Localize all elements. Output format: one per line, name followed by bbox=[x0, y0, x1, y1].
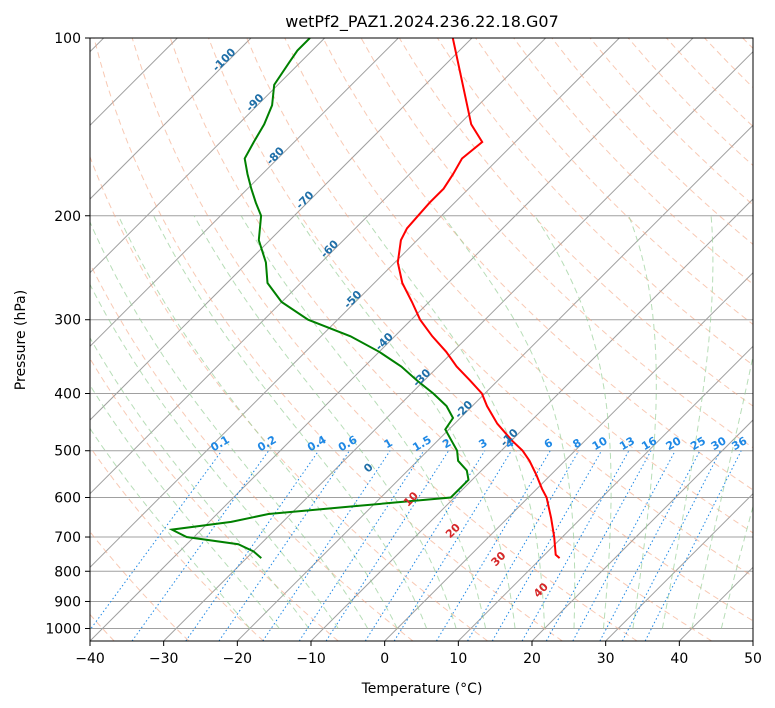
mixing-ratio-line bbox=[218, 450, 350, 641]
mixing-ratio-line bbox=[435, 450, 551, 641]
y-tick-label: 700 bbox=[54, 530, 81, 546]
isotherm-line bbox=[457, 345, 753, 641]
y-axis-label: Pressure (hPa) bbox=[13, 290, 29, 390]
y-tick-label: 900 bbox=[54, 594, 81, 610]
moist-adiabat bbox=[296, 215, 516, 629]
y-tick-label: 500 bbox=[54, 444, 81, 460]
mixing-ratio-line bbox=[491, 450, 602, 641]
dry-adiabat bbox=[475, 38, 753, 325]
moist-adiabat bbox=[240, 215, 487, 629]
temperature-profile bbox=[396, 38, 561, 559]
moist-adiabat bbox=[90, 384, 280, 629]
isotherm-line bbox=[90, 38, 326, 274]
y-tick-label: 300 bbox=[54, 313, 81, 329]
x-tick-label: 0 bbox=[380, 651, 389, 667]
x-tick-label: −20 bbox=[223, 651, 253, 667]
x-tick-label: 20 bbox=[523, 651, 541, 667]
moist-adiabat bbox=[90, 427, 251, 629]
x-tick-label: −10 bbox=[296, 651, 326, 667]
dry-adiabat bbox=[208, 38, 753, 622]
moist-adiabat bbox=[90, 336, 310, 629]
isotherm-line bbox=[90, 38, 473, 421]
moist-adiabat bbox=[628, 215, 657, 629]
moist-adiabat bbox=[363, 215, 545, 629]
isotherm-line bbox=[605, 492, 753, 641]
mixing-ratio-line bbox=[364, 450, 486, 641]
x-tick-label: 40 bbox=[670, 651, 688, 667]
grid-layer bbox=[90, 38, 753, 641]
moist-adiabat bbox=[193, 215, 457, 629]
mixing-ratio-line bbox=[131, 450, 270, 641]
mixing-ratio-line bbox=[393, 450, 512, 641]
moist-adiabat bbox=[534, 215, 612, 629]
x-tick-label: 50 bbox=[744, 651, 762, 667]
isotherm-line bbox=[90, 38, 547, 495]
dry-adiabat bbox=[93, 38, 563, 641]
dry-adiabat bbox=[246, 38, 753, 578]
isotherm-line bbox=[90, 38, 399, 348]
y-tick-label: 1000 bbox=[45, 621, 81, 637]
y-tick-label: 200 bbox=[54, 209, 81, 225]
mixing-ratio-line bbox=[572, 450, 676, 641]
moist-adiabat bbox=[90, 220, 369, 629]
mixing-ratio-line bbox=[545, 450, 652, 641]
isotherm-line bbox=[163, 50, 753, 641]
isotherm-line bbox=[90, 38, 620, 569]
moist-adiabat bbox=[90, 283, 339, 629]
mixing-ratio-line bbox=[467, 450, 580, 641]
x-tick-label: −40 bbox=[75, 651, 105, 667]
x-tick-label: −30 bbox=[149, 651, 179, 667]
y-tick-label: 100 bbox=[54, 31, 81, 47]
dewpoint-profile bbox=[168, 38, 470, 559]
plot-frame bbox=[89, 37, 754, 642]
moist-adiabat bbox=[691, 354, 753, 629]
plot-area bbox=[90, 38, 753, 641]
isotherm-line bbox=[90, 38, 694, 641]
isotherm-line bbox=[531, 419, 753, 641]
moist-adiabat bbox=[118, 215, 398, 629]
dry-adiabat bbox=[513, 38, 753, 285]
dry-adiabat bbox=[284, 38, 753, 534]
dry-adiabat bbox=[169, 38, 712, 641]
isotherm-line bbox=[90, 38, 252, 200]
isotherm-line bbox=[384, 271, 753, 641]
x-tick-label: 30 bbox=[597, 651, 615, 667]
moist-adiabat bbox=[442, 215, 576, 629]
y-tick-label: 400 bbox=[54, 387, 81, 403]
isotherm-line bbox=[752, 640, 753, 641]
moist-adiabat bbox=[661, 215, 714, 629]
series-layer bbox=[168, 38, 561, 559]
dry-adiabat bbox=[90, 357, 339, 641]
mixing-ratio-line bbox=[90, 450, 223, 631]
dry-adiabat bbox=[322, 38, 753, 491]
x-tick-label: 10 bbox=[449, 651, 467, 667]
axis-ticks: −40 −30 −20 −10 0 10 20 30 40 50 100 200 300 400 500 60… bbox=[45, 31, 762, 667]
isotherm-line bbox=[236, 124, 753, 641]
chart-title: wetPf2_PAZ1.2024.236.22.18.G07 bbox=[285, 12, 559, 32]
dry-adiabat bbox=[90, 262, 414, 641]
dry-adiabat bbox=[90, 446, 264, 641]
mixing-ratio-line bbox=[521, 450, 630, 641]
x-axis-label: Temperature (°C) bbox=[361, 681, 483, 697]
mixing-ratio-line bbox=[325, 450, 450, 641]
mixing-ratio-line bbox=[185, 450, 320, 641]
y-tick-label: 600 bbox=[54, 490, 81, 506]
y-tick-label: 800 bbox=[54, 564, 81, 580]
moist-adiabat bbox=[153, 215, 428, 629]
